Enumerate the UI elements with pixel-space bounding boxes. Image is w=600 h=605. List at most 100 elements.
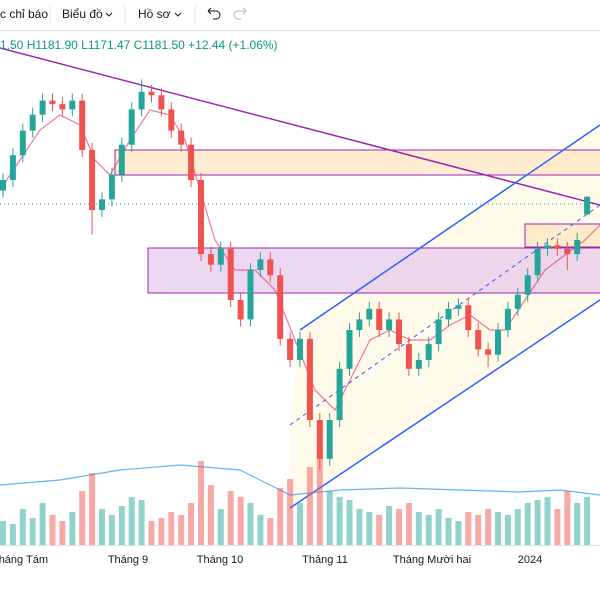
redo-button[interactable]	[233, 7, 247, 20]
volume-bar	[554, 509, 561, 545]
volume-bar	[445, 518, 452, 545]
volume-bar	[485, 509, 492, 545]
time-label: 2024	[518, 554, 542, 566]
volume-bar	[29, 518, 36, 545]
candle-body	[415, 360, 422, 369]
candle-body	[287, 338, 294, 360]
candle-body	[188, 144, 195, 180]
candle-body	[19, 130, 26, 156]
candle-body	[0, 180, 6, 191]
volume-bar	[108, 515, 115, 545]
chevron	[174, 12, 182, 17]
volume-bar	[504, 515, 511, 545]
volume-bar	[346, 500, 353, 545]
candle-body	[59, 104, 66, 110]
candle-body	[138, 91, 145, 110]
volume-bar	[19, 509, 26, 545]
volume-bar	[514, 509, 521, 545]
candle-body	[257, 259, 264, 270]
candle-body	[128, 109, 135, 145]
candle-body	[534, 248, 541, 276]
volume-bar	[118, 506, 125, 545]
volume-bar	[0, 521, 6, 545]
candle-body	[346, 330, 353, 369]
candle-body	[445, 308, 452, 320]
candle-body	[29, 114, 36, 131]
candle-body	[455, 305, 462, 309]
candle-body	[277, 275, 284, 339]
candle-body	[108, 174, 115, 200]
volume-bar	[475, 515, 482, 545]
profile-menu[interactable]: Hồ sơ	[138, 7, 171, 21]
volume-bar	[316, 455, 323, 545]
candle-body	[584, 196, 591, 215]
volume-bar	[435, 509, 442, 545]
candle-body	[237, 300, 244, 320]
volume-bar	[39, 503, 46, 545]
candle-body	[425, 344, 432, 360]
volume-bar	[99, 509, 105, 545]
candle-body	[207, 254, 214, 265]
candle-body	[49, 100, 56, 105]
volume-bar	[277, 488, 284, 545]
candle-body	[39, 100, 46, 115]
candle-body	[465, 305, 472, 330]
candle-body	[148, 91, 155, 96]
channel-lower	[289, 299, 600, 509]
volume-bar	[396, 509, 402, 545]
volume-bar	[237, 497, 244, 545]
indicators-button[interactable]: c chỉ báo	[0, 7, 48, 21]
channel-fill	[290, 125, 600, 508]
chevron	[105, 12, 113, 17]
volume-bar	[79, 491, 86, 545]
volume-bar	[574, 503, 581, 545]
candle-body	[386, 319, 393, 330]
candle-body	[89, 150, 96, 210]
candle-body	[198, 180, 204, 255]
volume-bar	[257, 515, 264, 545]
volume-bar	[534, 500, 541, 545]
candle-body	[267, 259, 274, 276]
candle-body	[504, 308, 511, 330]
candle-body	[405, 344, 412, 369]
candle-body	[9, 155, 16, 180]
candle-body	[247, 270, 254, 320]
volume-bar	[405, 503, 412, 545]
candle-body	[376, 308, 383, 330]
candle-body	[396, 319, 402, 345]
volume-bar	[544, 497, 551, 545]
volume-bar	[267, 518, 274, 545]
candle-body	[306, 338, 313, 420]
candle-body	[217, 248, 224, 265]
candle-body	[475, 330, 482, 350]
volume-bar	[69, 512, 76, 545]
volume-bar	[326, 491, 333, 545]
trend-line	[0, 47, 600, 206]
candle-body	[524, 275, 531, 295]
support-zone	[147, 247, 600, 294]
candle-body	[544, 245, 551, 249]
volume-bar	[524, 503, 531, 545]
candle-body	[564, 248, 571, 255]
candle-body	[118, 144, 125, 175]
candle-body	[79, 100, 86, 150]
volume-bar	[158, 518, 165, 545]
volume-bar	[227, 491, 234, 545]
volume-bar	[386, 506, 393, 545]
volume-bar	[455, 521, 462, 545]
candle-body	[178, 130, 185, 145]
candle-body	[326, 420, 333, 459]
chart-menu[interactable]: Biểu đồ	[62, 7, 103, 21]
candle-body	[356, 319, 363, 330]
candle-body	[485, 349, 492, 355]
time-label: Tháng 11	[302, 554, 348, 566]
candle-body	[554, 245, 561, 249]
time-label: Tháng 10	[197, 554, 243, 566]
undo-button[interactable]	[207, 7, 221, 20]
volume-bar	[198, 461, 204, 545]
candle-body	[158, 95, 165, 110]
candle-body	[297, 338, 303, 360]
volume-bar	[584, 497, 591, 545]
candle-body	[69, 100, 76, 110]
